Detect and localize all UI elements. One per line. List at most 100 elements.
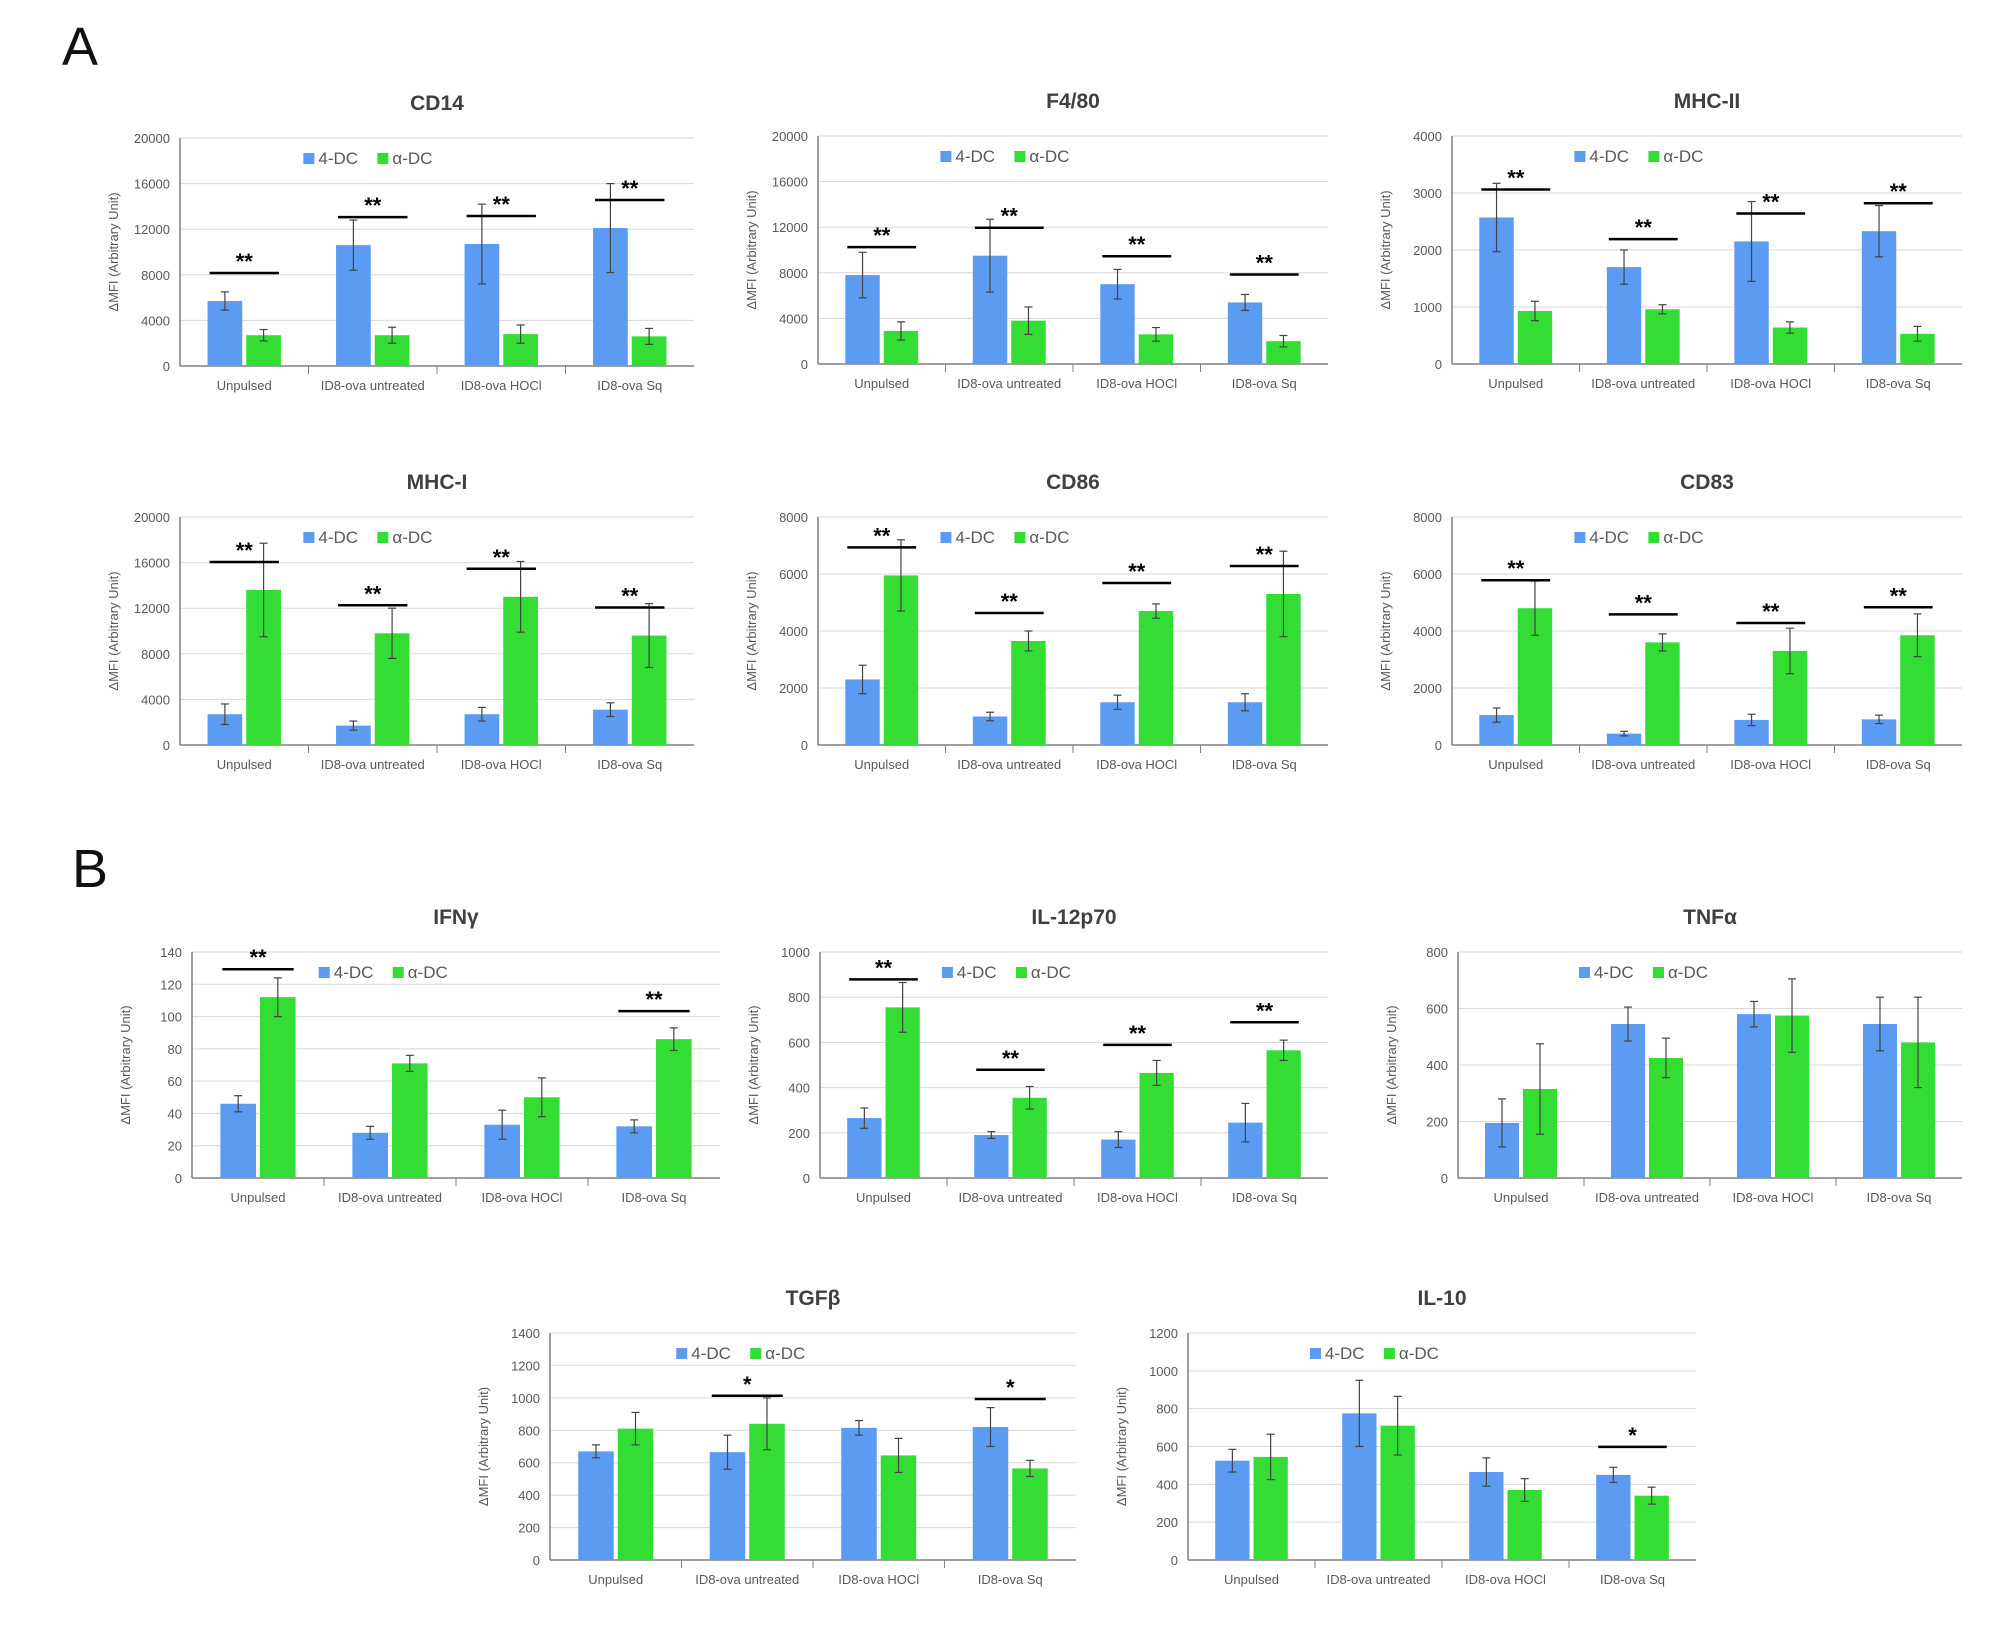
- x-tick-label: Unpulsed: [856, 1190, 911, 1205]
- y-axis-label: ΔMFI (Arbitrary Unit): [746, 1005, 761, 1124]
- significance-mark: **: [1129, 1021, 1147, 1046]
- y-tick-label: 0: [801, 357, 808, 372]
- y-axis-label: ΔMFI (Arbitrary Unit): [118, 1005, 133, 1124]
- significance-mark: *: [1628, 1423, 1637, 1448]
- y-tick-label: 8000: [141, 268, 170, 283]
- x-tick-label: ID8-ova HOCl: [1097, 1190, 1178, 1205]
- x-tick-label: Unpulsed: [1488, 376, 1543, 391]
- bar: [352, 1132, 388, 1178]
- x-tick-label: ID8-ova Sq: [1866, 757, 1931, 772]
- y-tick-label: 8000: [779, 510, 808, 525]
- legend-swatch: [1014, 532, 1026, 543]
- y-tick-label: 6000: [779, 567, 808, 582]
- y-tick-label: 400: [1156, 1477, 1178, 1492]
- bar: [1736, 1014, 1771, 1178]
- bar: [709, 1452, 746, 1560]
- significance-mark: **: [364, 193, 382, 218]
- x-tick-label: Unpulsed: [588, 1572, 643, 1587]
- legend-swatch: [941, 967, 953, 978]
- y-tick-label: 60: [168, 1074, 182, 1089]
- bar: [841, 1427, 877, 1560]
- significance-mark: **: [1001, 204, 1019, 229]
- y-tick-label: 4000: [141, 313, 170, 328]
- significance-mark: **: [1890, 583, 1908, 608]
- significance-mark: **: [236, 538, 254, 563]
- y-tick-label: 800: [1156, 1402, 1178, 1417]
- significance-mark: **: [1256, 542, 1274, 567]
- y-tick-label: 12000: [134, 601, 170, 616]
- chart-title: MHC-II: [1674, 90, 1741, 113]
- bar: [1012, 1468, 1048, 1560]
- chart-title: IFNγ: [433, 906, 479, 929]
- x-tick-label: ID8-ova HOCl: [482, 1190, 563, 1205]
- legend-swatch: [940, 151, 952, 162]
- bar: [616, 1126, 652, 1178]
- legend-swatch: [940, 532, 952, 543]
- y-tick-label: 2000: [1413, 243, 1442, 258]
- bar: [617, 1428, 654, 1560]
- y-tick-label: 8000: [779, 266, 808, 281]
- legend-swatch: [377, 532, 389, 543]
- x-tick-label: ID8-ova untreated: [1591, 376, 1695, 391]
- y-tick-label: 4000: [779, 624, 808, 639]
- x-tick-label: ID8-ova Sq: [621, 1190, 686, 1205]
- bar: [974, 1135, 1009, 1178]
- bar: [1139, 1072, 1174, 1178]
- legend-swatch: [1014, 151, 1026, 162]
- panel-label-a: A: [62, 17, 99, 77]
- chart-8: TNFα 0 200 400 600 800 ΔMFI (Arbitrary Unit) 4-…: [1384, 906, 1962, 1205]
- x-tick-label: Unpulsed: [854, 757, 909, 772]
- bar: [336, 725, 371, 745]
- x-tick-label: ID8-ova Sq: [1600, 1572, 1665, 1587]
- y-tick-label: 16000: [772, 175, 808, 190]
- y-tick-label: 0: [803, 1171, 810, 1186]
- bar: [220, 1103, 256, 1178]
- y-axis-label: ΔMFI (Arbitrary Unit): [1384, 1005, 1399, 1124]
- chart-9: TGFβ 0 200 400 600 800 1000 1200 1400 ΔMFI (Arbit…: [476, 1287, 1076, 1587]
- legend-swatch: [1648, 532, 1660, 543]
- y-tick-label: 120: [160, 977, 182, 992]
- significance-mark: **: [1256, 998, 1274, 1023]
- significance-mark: **: [493, 192, 511, 217]
- legend-label: 4-DC: [955, 528, 995, 547]
- significance-mark: **: [1002, 1046, 1020, 1071]
- bar: [1266, 341, 1301, 364]
- chart-10: IL-10 0 200 400 600 800 1000 1200 ΔMFI (Arbitrar…: [1114, 1287, 1696, 1587]
- x-tick-label: ID8-ova untreated: [321, 378, 425, 393]
- y-axis-label: ΔMFI (Arbitrary Unit): [1114, 1387, 1129, 1506]
- y-tick-label: 1000: [511, 1391, 540, 1406]
- bar: [1012, 1097, 1047, 1178]
- bar: [578, 1451, 614, 1560]
- y-tick-label: 20000: [772, 129, 808, 144]
- y-tick-label: 0: [1441, 1171, 1448, 1186]
- legend-swatch: [318, 967, 330, 978]
- bar: [1634, 1495, 1669, 1560]
- y-axis-label: ΔMFI (Arbitrary Unit): [1378, 571, 1393, 690]
- x-tick-label: ID8-ova HOCl: [1465, 1572, 1546, 1587]
- significance-mark: **: [1128, 232, 1146, 257]
- significance-mark: **: [875, 955, 893, 980]
- significance-mark: **: [1256, 250, 1274, 275]
- y-tick-label: 400: [1426, 1058, 1448, 1073]
- chart-title: F4/80: [1046, 90, 1100, 113]
- y-tick-label: 16000: [134, 556, 170, 571]
- bar: [260, 997, 296, 1178]
- legend-label: α-DC: [1029, 147, 1069, 166]
- bar: [1266, 1050, 1301, 1178]
- x-tick-label: ID8-ova Sq: [1232, 757, 1297, 772]
- bar: [1610, 1024, 1645, 1178]
- bar: [1227, 302, 1263, 364]
- significance-mark: **: [1001, 589, 1019, 614]
- y-axis-label: ΔMFI (Arbitrary Unit): [744, 190, 759, 309]
- significance-mark: **: [1507, 166, 1525, 191]
- significance-mark: **: [364, 581, 382, 606]
- significance-mark: **: [236, 249, 254, 274]
- x-tick-label: Unpulsed: [217, 757, 272, 772]
- bar: [1596, 1474, 1631, 1560]
- y-tick-label: 0: [175, 1171, 182, 1186]
- y-tick-label: 4000: [779, 311, 808, 326]
- y-tick-label: 0: [1435, 357, 1442, 372]
- legend-label: 4-DC: [1594, 963, 1634, 982]
- y-tick-label: 0: [801, 738, 808, 753]
